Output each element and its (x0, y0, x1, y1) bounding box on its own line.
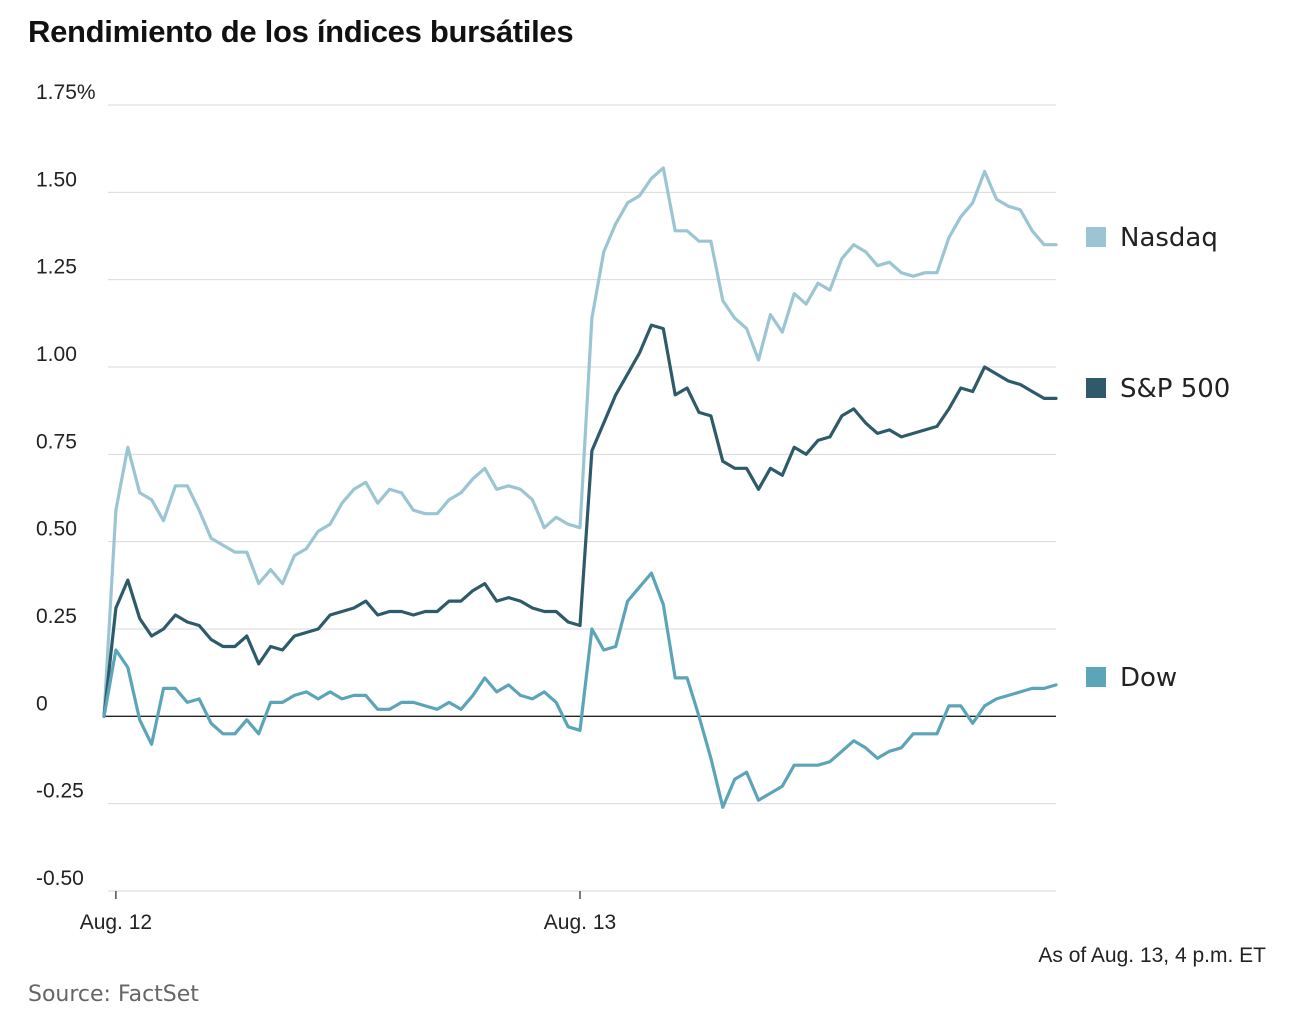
legend-label: S&P 500 (1120, 374, 1230, 404)
y-tick-label: 0.50 (36, 518, 77, 541)
y-tick-label: 1.00 (36, 343, 77, 366)
y-axis-ticks: 1.75% 1.50 1.25 1.00 0.75 0.50 0.25 0 -0.25 -0.50 (36, 81, 96, 890)
source-note: Source: FactSet (28, 982, 199, 1007)
legend-label: Nasdaq (1120, 223, 1218, 253)
x-tick-label: Aug. 13 (544, 911, 616, 934)
gridlines (104, 104, 1056, 892)
y-tick-label: -0.50 (36, 867, 84, 890)
y-tick-label: 1.25 (36, 256, 77, 279)
y-tick-label: -0.25 (36, 780, 84, 803)
legend-label: Dow (1120, 663, 1177, 693)
legend-swatch (1086, 667, 1106, 687)
y-tick-label: 0.75 (36, 430, 77, 453)
y-tick-label: 1.75% (36, 81, 96, 104)
timestamp-note: As of Aug. 13, 4 p.m. ET (1038, 944, 1266, 967)
y-tick-label: 1.50 (36, 168, 77, 191)
series-line-s-p-500 (102, 323, 1058, 718)
series-lines (102, 166, 1058, 809)
x-axis-ticks: Aug. 12 Aug. 13 (80, 891, 616, 934)
chart-title: Rendimiento de los índices bursátiles (28, 14, 574, 49)
legend-swatch (1086, 227, 1106, 247)
y-tick-label: 0.25 (36, 605, 77, 628)
series-line-nasdaq (102, 166, 1058, 718)
series-line-dow (102, 571, 1058, 809)
legend-swatch (1086, 378, 1106, 398)
legend: Nasdaq S&P 500 Dow (1086, 223, 1230, 693)
y-tick-label: 0 (36, 692, 48, 715)
x-tick-label: Aug. 12 (80, 911, 152, 934)
